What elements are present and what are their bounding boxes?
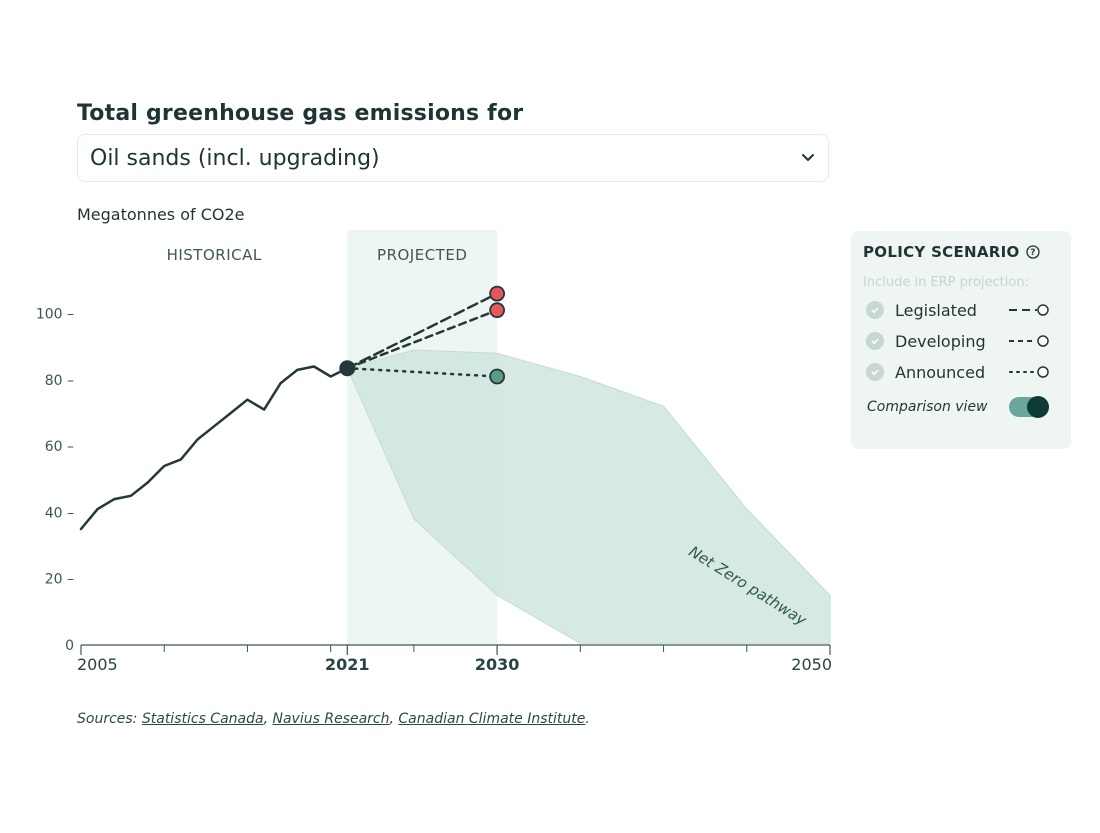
point-2021	[339, 360, 356, 377]
comparison-view-toggle[interactable]	[1009, 396, 1049, 418]
option-announced-label: Announced	[895, 362, 986, 382]
option-announced[interactable]: Announced	[863, 361, 1059, 383]
dot-legend-icon	[1009, 366, 1049, 378]
net-zero-pathway-area	[346, 349, 831, 644]
y-tick-label: 60 –	[45, 439, 74, 455]
source-link-statistics-canada[interactable]: Statistics Canada	[141, 711, 264, 727]
panel-subtitle: Include in ERP projection:	[863, 275, 1029, 290]
y-tick-label: 80 –	[45, 373, 74, 389]
y-tick-label: 40 –	[45, 505, 74, 521]
series-line-developing	[346, 308, 499, 370]
comparison-view-label: Comparison view	[867, 399, 988, 415]
policy-scenario-title: POLICY SCENARIO ?	[863, 243, 1059, 261]
marker-developing	[489, 302, 506, 319]
x-tick-label: 2005	[77, 655, 118, 674]
projected-label: PROJECTED	[377, 246, 467, 264]
option-legislated-label: Legislated	[895, 300, 977, 320]
unit-label: Megatonnes of CO2e	[77, 205, 245, 224]
policy-scenario-panel: POLICY SCENARIO ? Include in ERP project…	[851, 231, 1071, 449]
dash-legend-icon	[1009, 335, 1049, 347]
option-legislated[interactable]: Legislated	[863, 299, 1059, 321]
sources-sep: ,	[389, 711, 399, 727]
option-developing-label: Developing	[895, 331, 986, 351]
x-tick-label: 2050	[791, 655, 832, 674]
sources-suffix: .	[585, 711, 590, 727]
sources-prefix: Sources:	[77, 711, 142, 727]
marker-legislated	[489, 285, 506, 302]
chart-title: Total greenhouse gas emissions for	[77, 101, 524, 126]
comparison-view-row: Comparison view	[863, 396, 1059, 418]
check-icon[interactable]	[866, 301, 884, 319]
policy-scenario-heading: POLICY SCENARIO	[863, 243, 1020, 261]
x-tick-label: 2021	[325, 655, 370, 674]
marker-announced	[489, 368, 506, 385]
x-tick-label: 2030	[475, 655, 520, 674]
toggle-knob[interactable]	[1027, 396, 1049, 418]
check-icon[interactable]	[866, 363, 884, 381]
sector-select-value: Oil sands (incl. upgrading)	[90, 145, 380, 171]
historical-label: HISTORICAL	[167, 246, 262, 264]
check-icon[interactable]	[866, 332, 884, 350]
sources-line: Sources: Statistics Canada, Navius Resea…	[77, 711, 590, 727]
svg-text:?: ?	[1030, 248, 1036, 258]
source-link-canadian-climate-institute[interactable]: Canadian Climate Institute	[398, 711, 586, 727]
option-developing[interactable]: Developing	[863, 330, 1059, 352]
source-link-navius-research[interactable]: Navius Research	[272, 711, 390, 727]
sources-sep: ,	[263, 711, 273, 727]
series-line-historical	[79, 365, 349, 531]
long-dash-legend-icon	[1009, 304, 1049, 316]
y-tick-label: 100 –	[36, 307, 74, 323]
series-line-legislated	[346, 292, 499, 370]
y-tick-label: 0	[65, 638, 74, 654]
sector-select[interactable]: Oil sands (incl. upgrading)	[77, 134, 829, 182]
help-icon[interactable]: ?	[1025, 245, 1040, 259]
series-line-announced	[346, 366, 499, 378]
chevron-down-icon	[802, 154, 814, 161]
y-tick-label: 20 –	[45, 572, 74, 588]
